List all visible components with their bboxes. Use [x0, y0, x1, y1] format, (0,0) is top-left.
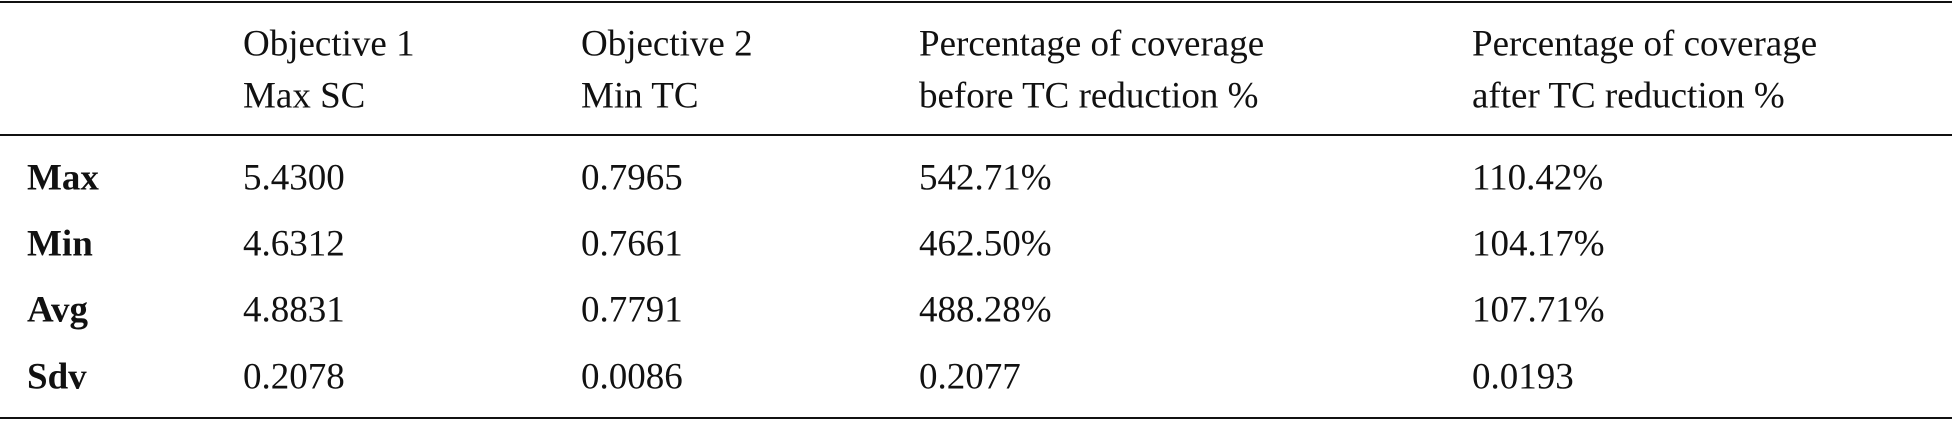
data-cell: 5.4300 — [243, 157, 345, 199]
header-cell: Objective 2 — [581, 23, 753, 65]
data-cell: 488.28% — [919, 289, 1052, 331]
data-cell: 0.0193 — [1472, 356, 1574, 398]
header-cell: Max SC — [243, 75, 366, 117]
header-cell: Objective 1 — [243, 23, 415, 65]
data-cell: 0.2077 — [919, 356, 1021, 398]
top-rule — [0, 1, 1952, 3]
row-label: Max — [27, 157, 99, 199]
data-cell: 4.8831 — [243, 289, 345, 331]
data-cell: 4.6312 — [243, 223, 345, 265]
data-cell: 0.7791 — [581, 289, 683, 331]
bottom-rule — [0, 417, 1952, 419]
row-label: Sdv — [27, 356, 87, 398]
row-label: Avg — [27, 289, 88, 331]
header-rule — [0, 134, 1952, 136]
data-cell: 0.2078 — [243, 356, 345, 398]
header-cell: Percentage of coverage — [919, 23, 1265, 65]
header-cell: Min TC — [581, 75, 699, 117]
data-cell: 0.7965 — [581, 157, 683, 199]
header-cell: after TC reduction % — [1472, 75, 1785, 117]
header-cell: before TC reduction % — [919, 75, 1259, 117]
row-label: Min — [27, 223, 93, 265]
header-cell: Percentage of coverage — [1472, 23, 1818, 65]
data-cell: 104.17% — [1472, 223, 1605, 265]
data-cell: 542.71% — [919, 157, 1052, 199]
data-cell: 0.7661 — [581, 223, 683, 265]
data-cell: 0.0086 — [581, 356, 683, 398]
data-cell: 110.42% — [1472, 157, 1604, 199]
data-cell: 462.50% — [919, 223, 1052, 265]
data-cell: 107.71% — [1472, 289, 1605, 331]
